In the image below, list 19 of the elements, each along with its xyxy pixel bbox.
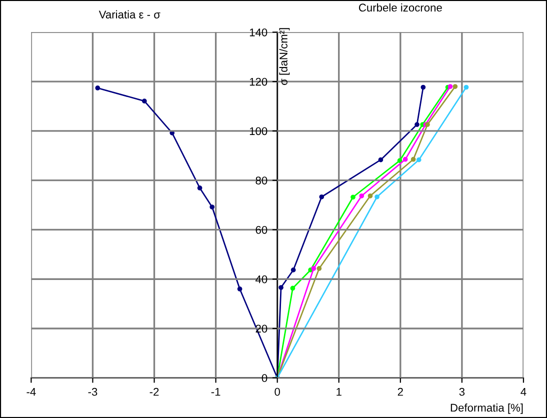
x-tick-label: 0 — [274, 388, 280, 396]
x-tick-label: 1 — [336, 388, 342, 396]
x-axis-title: Deformatia [%] — [450, 404, 523, 414]
x-tick-label: 2 — [398, 388, 403, 396]
x-tick-label: -4 — [26, 388, 36, 396]
y-tick-label: 120 — [250, 78, 268, 86]
text: Variatia ε - σ — [98, 10, 160, 18]
y-tick-label: 100 — [250, 127, 268, 136]
y-axis-title: σ [daN/cm²] — [279, 28, 290, 85]
y-tick-label: 60 — [256, 226, 268, 234]
x-tick-label: 4 — [520, 388, 526, 396]
y-tick-label: 140 — [250, 28, 268, 36]
text: Curbele izocrone — [358, 3, 442, 12]
x-tick-label: -1 — [211, 388, 220, 396]
y-tick-label: 80 — [256, 176, 268, 184]
x-tick-label: -3 — [88, 388, 98, 396]
y-tick-label: 40 — [256, 275, 268, 284]
x-tick-label: 3 — [459, 388, 465, 396]
x-tick-label: -2 — [150, 388, 159, 396]
